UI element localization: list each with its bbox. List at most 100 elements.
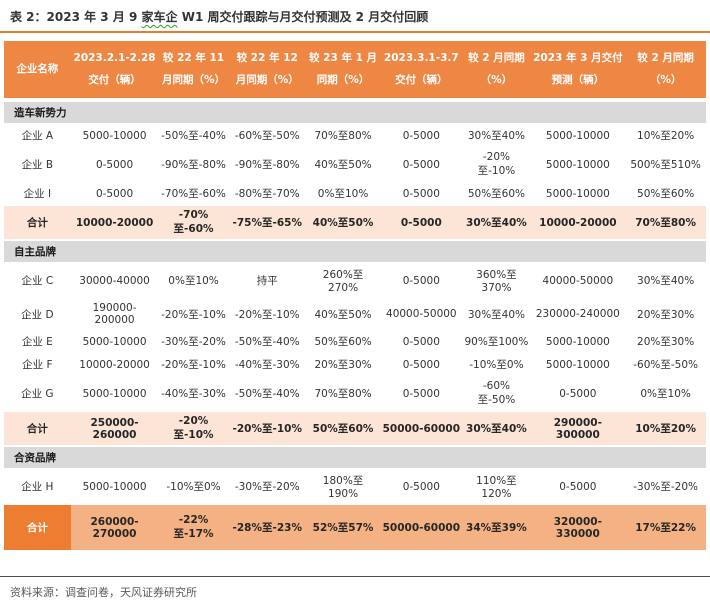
- value-cell: 0-5000: [380, 377, 463, 413]
- value-cell: -10%至0%: [462, 354, 531, 378]
- value-cell: -20%至-10%: [158, 354, 229, 378]
- delivery-table: 企业名称 2023.2.1-2.28 交付（辆） 较 22 年 11 月同期（%…: [4, 41, 706, 553]
- value-cell: 360%至370%: [462, 264, 531, 300]
- value-cell: 0-5000: [380, 354, 463, 378]
- value-cell: -20%至-10%: [228, 299, 306, 332]
- company-cell: 企业 B: [4, 148, 71, 184]
- table-row: 企业 D 190000-200000 -20%至-10% -20%至-10% 40%至5…: [4, 299, 706, 332]
- value-cell: 180%至190%: [305, 470, 381, 506]
- table-title-prefix: 表 2：: [10, 10, 47, 24]
- value-cell: 0-5000: [380, 183, 463, 207]
- grand-total-value: -22%至-17%: [158, 505, 229, 553]
- header-mar-week1-delivery: 2023.3.1-3.7 交付（辆）: [380, 41, 463, 103]
- grand-total-value: 52%至57%: [305, 505, 381, 553]
- value-cell: -30%至-20%: [158, 331, 229, 355]
- value-cell: 90%至100%: [462, 331, 531, 355]
- value-cell: 70%至80%: [305, 125, 381, 149]
- table-row: 企业 A 5000-10000 -50%至-40% -60%至-50% 70%至80% 0…: [4, 125, 706, 149]
- value-cell: 0-5000: [530, 470, 626, 506]
- value-cell: -30%至-20%: [228, 470, 306, 506]
- value-cell: 20%至30%: [625, 331, 706, 355]
- value-cell: 500%至510%: [625, 148, 706, 184]
- value-cell: 0-5000: [380, 331, 463, 355]
- header-vs-dec22: 较 22 年 12 月同期（%）: [228, 41, 306, 103]
- header-vs-jan23: 较 23 年 1 月同期（%）: [305, 41, 381, 103]
- company-cell: 企业 A: [4, 125, 71, 149]
- value-cell: 110%至120%: [462, 470, 531, 506]
- value-cell: -60%至-50%: [228, 125, 306, 149]
- table-row: 企业 C 30000-40000 0%至10% 持平 260%至270% 0-5000 36…: [4, 264, 706, 300]
- grand-total-value: 34%至39%: [462, 505, 531, 553]
- value-cell: 5000-10000: [70, 125, 159, 149]
- header-feb-delivery: 2023.2.1-2.28 交付（辆）: [70, 41, 159, 103]
- company-cell: 企业 D: [4, 299, 71, 332]
- value-cell: 10000-20000: [70, 354, 159, 378]
- value-cell: 260%至270%: [305, 264, 381, 300]
- subtotal-label: 合计: [4, 206, 71, 242]
- company-cell: 企业 I: [4, 183, 71, 207]
- table-row: 企业 H 5000-10000 -10%至0% -30%至-20% 180%至190% 0…: [4, 470, 706, 506]
- subtotal-value: -20%至-10%: [228, 412, 306, 448]
- subtotal-value: 290000-300000: [530, 412, 626, 448]
- value-cell: 20%至30%: [625, 299, 706, 332]
- table-row: 企业 F 10000-20000 -20%至-10% -40%至-30% 20%至30%…: [4, 354, 706, 378]
- value-cell: 5000-10000: [530, 148, 626, 184]
- subtotal-row: 合计 250000-260000 -20%至-10% -20%至-10% 50%至60%…: [4, 412, 706, 448]
- value-cell: -10%至0%: [158, 470, 229, 506]
- value-cell: -60%至-50%: [625, 354, 706, 378]
- value-cell: 5000-10000: [530, 354, 626, 378]
- value-cell: 0%至10%: [158, 264, 229, 300]
- value-cell: -40%至-30%: [228, 354, 306, 378]
- table-row: 企业 E 5000-10000 -30%至-20% -50%至-40% 50%至60% 0…: [4, 331, 706, 355]
- value-cell: 40%至50%: [305, 299, 381, 332]
- table-row: 企业 B 0-5000 -90%至-80% -90%至-80% 40%至50% 0-500…: [4, 148, 706, 184]
- section-label: 合资品牌: [4, 447, 706, 471]
- value-cell: -60%至-50%: [462, 377, 531, 413]
- value-cell: 5000-10000: [530, 183, 626, 207]
- value-cell: 0-5000: [380, 264, 463, 300]
- subtotal-value: 250000-260000: [70, 412, 159, 448]
- value-cell: -80%至-70%: [228, 183, 306, 207]
- grand-total-row: 合计 260000-270000 -22%至-17% -28%至-23% 52%至57%…: [4, 505, 706, 553]
- subtotal-value: 50%至60%: [305, 412, 381, 448]
- value-cell: 持平: [228, 264, 306, 300]
- subtotal-label: 合计: [4, 412, 71, 448]
- value-cell: 50%至60%: [462, 183, 531, 207]
- header-vs-feb-month: 较 2 月同期（%）: [625, 41, 706, 103]
- value-cell: 50%至60%: [305, 331, 381, 355]
- company-cell: 企业 G: [4, 377, 71, 413]
- value-cell: 230000-240000: [530, 299, 626, 332]
- header-vs-nov22: 较 22 年 11 月同期（%）: [158, 41, 229, 103]
- value-cell: 40000-50000: [380, 299, 463, 332]
- grand-total-value: 50000-60000: [380, 505, 463, 553]
- subtotal-value: 50000-60000: [380, 412, 463, 448]
- company-cell: 企业 E: [4, 331, 71, 355]
- value-cell: 30000-40000: [70, 264, 159, 300]
- subtotal-value: 40%至50%: [305, 206, 381, 242]
- value-cell: 10%至20%: [625, 125, 706, 149]
- value-cell: 0-5000: [380, 148, 463, 184]
- value-cell: -50%至-40%: [158, 125, 229, 149]
- value-cell: 5000-10000: [70, 377, 159, 413]
- grand-total-value: 17%至22%: [625, 505, 706, 553]
- value-cell: 50%至60%: [625, 183, 706, 207]
- subtotal-value: 30%至40%: [462, 412, 531, 448]
- grand-total-value: 320000-330000: [530, 505, 626, 553]
- grand-total-value: -28%至-23%: [228, 505, 306, 553]
- subtotal-value: 10%至20%: [625, 412, 706, 448]
- value-cell: 5000-10000: [530, 125, 626, 149]
- company-cell: 企业 H: [4, 470, 71, 506]
- title-divider: [0, 31, 710, 33]
- header-company: 企业名称: [4, 41, 71, 103]
- company-cell: 企业 C: [4, 264, 71, 300]
- value-cell: 0-5000: [530, 377, 626, 413]
- table-header: 企业名称 2023.2.1-2.28 交付（辆） 较 22 年 11 月同期（%…: [4, 41, 706, 103]
- table-body: 造车新势力 企业 A 5000-10000 -50%至-40% -60%至-50% 70%…: [4, 102, 706, 553]
- value-cell: -70%至-60%: [158, 183, 229, 207]
- value-cell: 0-5000: [70, 183, 159, 207]
- company-cell: 企业 F: [4, 354, 71, 378]
- header-vs-feb-week: 较 2 月同期（%）: [462, 41, 531, 103]
- section-row: 造车新势力: [4, 102, 706, 126]
- section-label: 造车新势力: [4, 102, 706, 126]
- value-cell: -20%至-10%: [462, 148, 531, 184]
